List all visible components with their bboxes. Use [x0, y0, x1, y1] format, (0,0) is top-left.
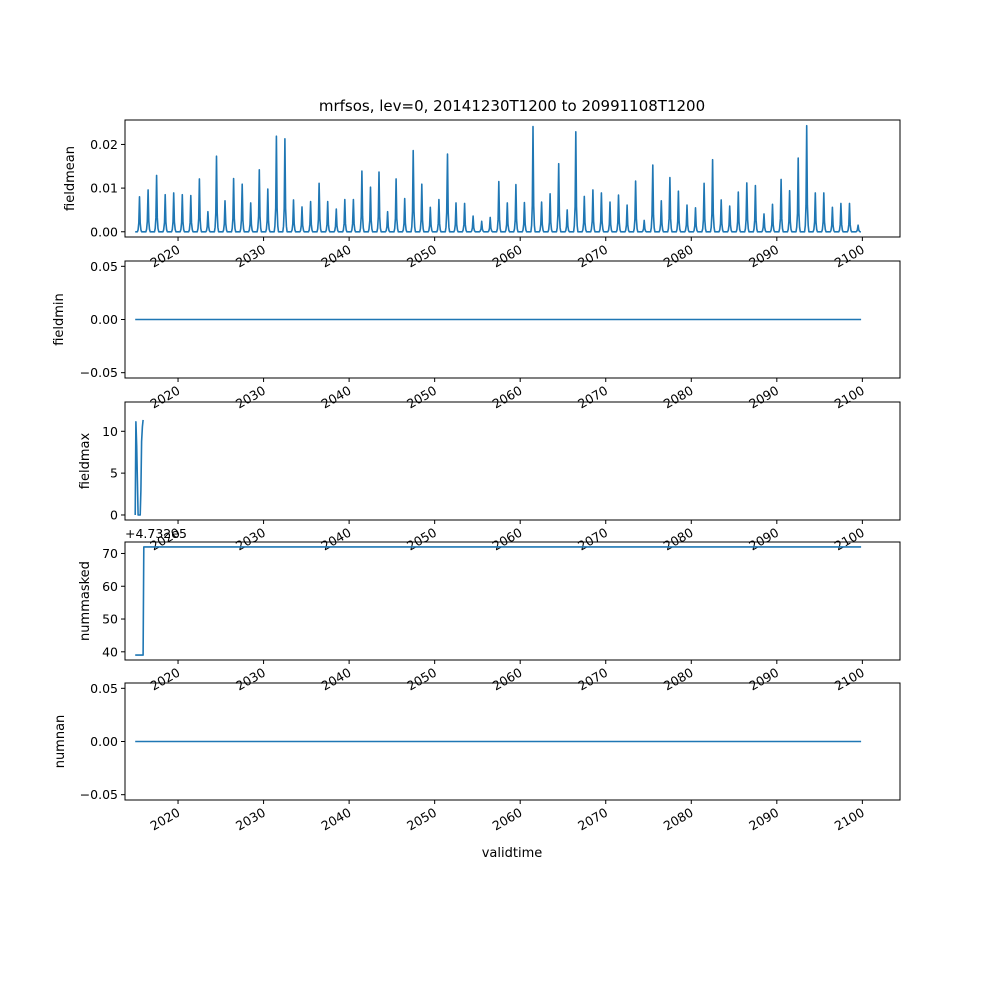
y-tick-label: 5	[110, 466, 118, 481]
y-tick-label: 40	[102, 644, 118, 659]
series-line-fieldmean	[135, 124, 861, 233]
y-tick-label: 0.02	[90, 137, 118, 152]
axes-frame	[124, 260, 901, 379]
y-axis-label: fieldmax	[78, 433, 93, 490]
y-axis-label: fieldmin	[52, 293, 67, 346]
axes-frame	[124, 401, 901, 521]
axes-frame	[124, 682, 901, 801]
y-tick-label: 0.00	[90, 224, 118, 239]
y-offset-label: +4.732e5	[125, 526, 187, 541]
y-tick-label: −0.05	[80, 787, 118, 802]
y-tick-label: −0.05	[80, 365, 118, 380]
chart-title: mrfsos, lev=0, 20141230T1200 to 20991108…	[319, 97, 705, 115]
y-tick-label: 60	[102, 579, 118, 594]
axes-frame	[124, 541, 901, 661]
y-tick-label: 0.00	[90, 312, 118, 327]
y-tick-label: 0.05	[90, 681, 118, 696]
y-tick-label: 70	[102, 546, 118, 561]
y-tick-label: 0.01	[90, 181, 118, 196]
series-line-fieldmax	[134, 419, 144, 516]
series-line-nummasked	[135, 546, 862, 656]
y-tick-label: 0.05	[90, 259, 118, 274]
axes-frame	[124, 119, 901, 238]
x-axis-label: validtime	[482, 846, 543, 861]
y-tick-label: 10	[102, 424, 118, 439]
y-tick-label: 50	[102, 612, 118, 627]
y-tick-label: 0.00	[90, 734, 118, 749]
y-axis-label: numnan	[53, 715, 68, 769]
y-tick-label: 0	[110, 507, 118, 522]
y-axis-label: fieldmean	[63, 146, 78, 211]
y-axis-label: nummasked	[78, 561, 93, 641]
